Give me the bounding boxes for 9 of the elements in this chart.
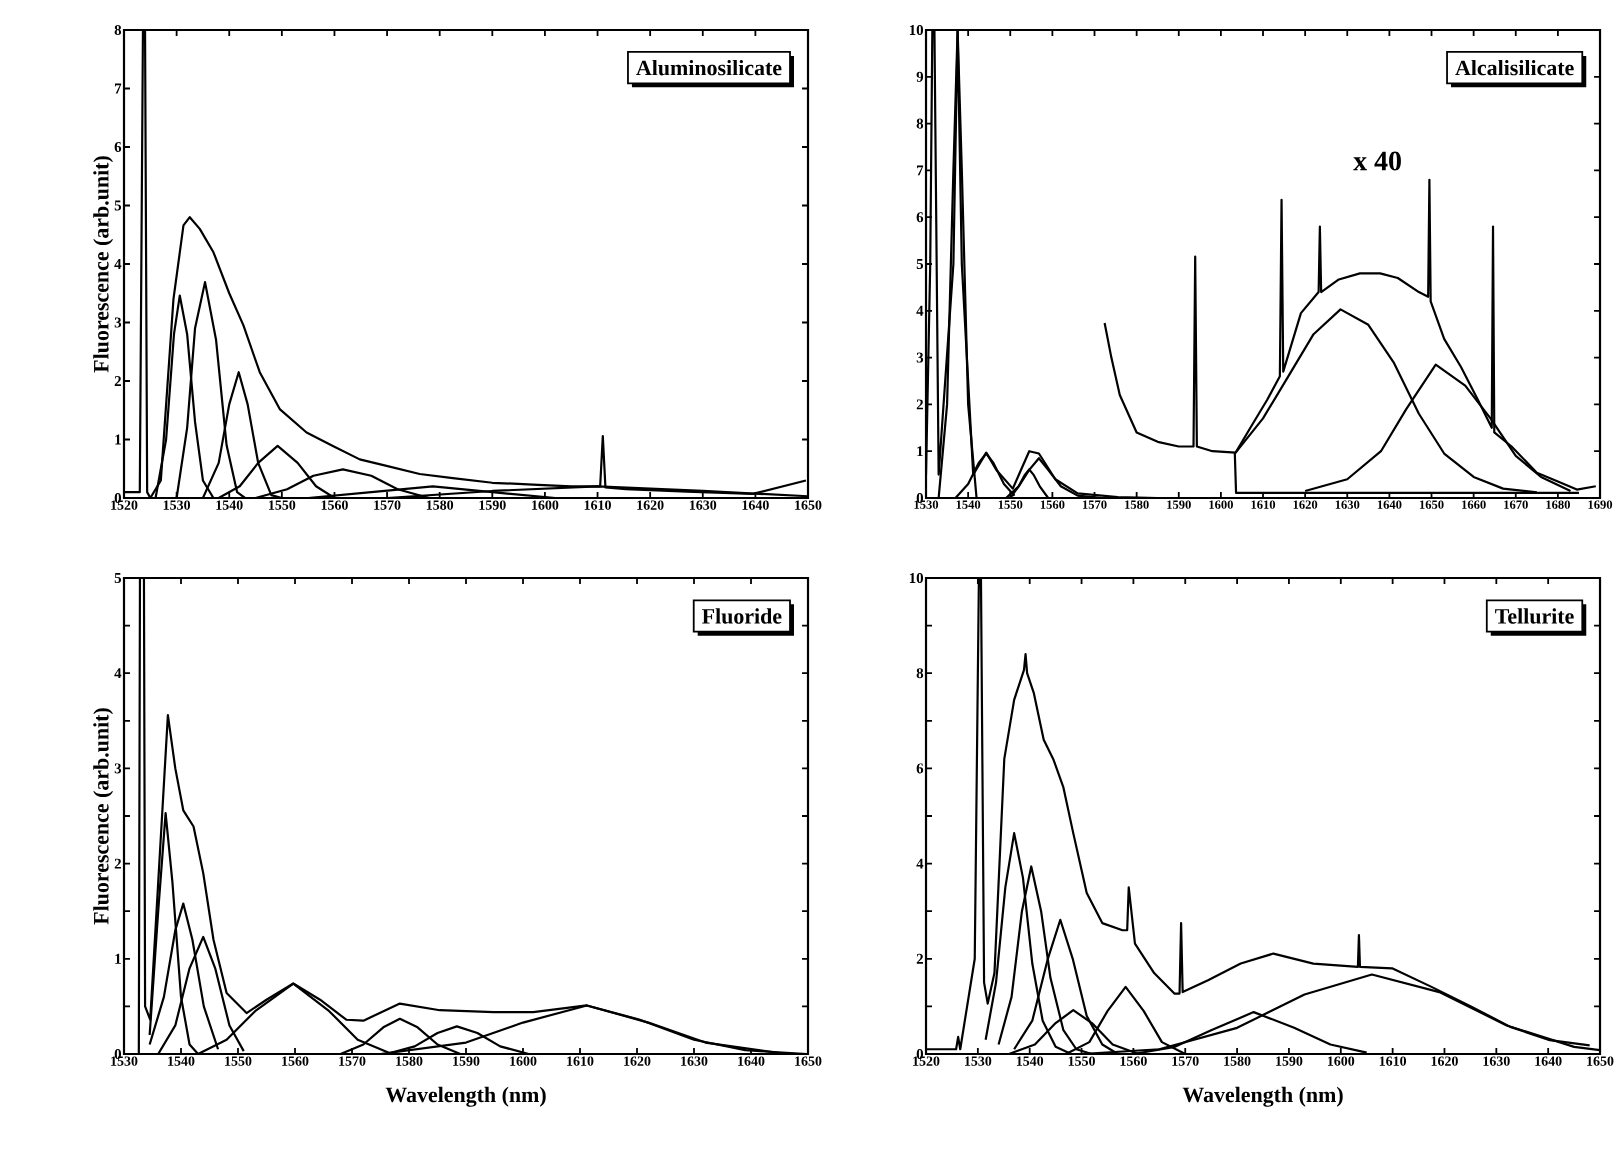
x-axis-title: Wavelength (nm)	[1182, 1086, 1343, 1107]
text: Alcalisilicate	[1455, 59, 1574, 76]
annotation: x 40	[1353, 151, 1401, 171]
y-axis-title: Fluorescence (arb.unit)	[93, 156, 114, 373]
text: Fluoride	[702, 608, 782, 624]
x-axis-title: Wavelength (nm)	[385, 1086, 546, 1107]
text: Aluminosilicate	[636, 59, 782, 76]
y-axis-title: Fluorescence (arb.unit)	[93, 708, 114, 925]
text: Tellurite	[1495, 608, 1574, 624]
